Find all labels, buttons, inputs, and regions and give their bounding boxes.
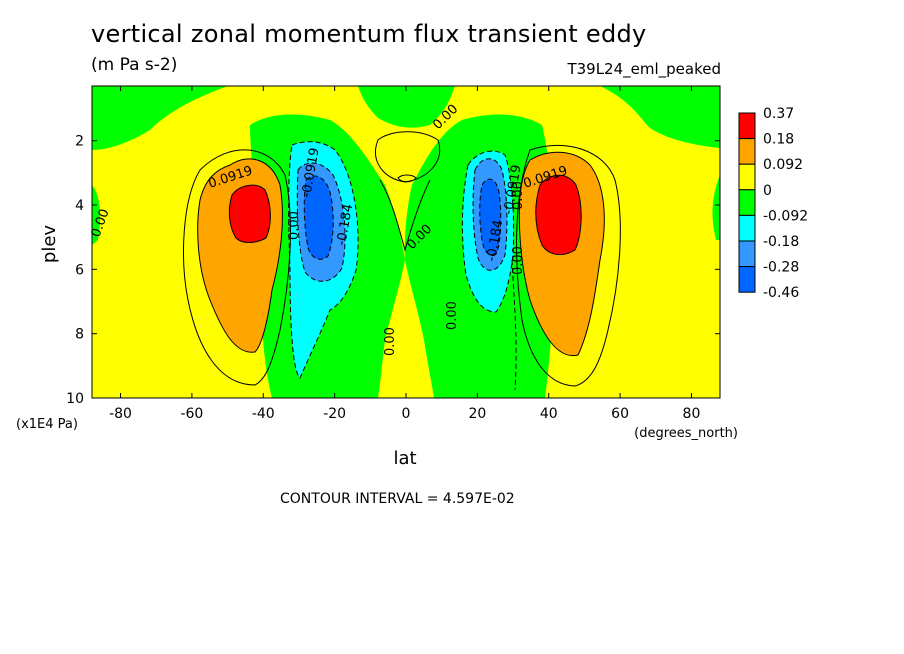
colorbar-label: 0 xyxy=(763,183,772,199)
contour-label: 0.00 xyxy=(287,211,302,240)
fill-red-left xyxy=(229,185,271,243)
x-tick-label: -80 xyxy=(109,406,132,422)
contour-label: 0.00 xyxy=(445,301,460,330)
x-tick-label: 40 xyxy=(540,406,558,422)
colorbar-label: 0.37 xyxy=(763,106,794,122)
y-tick-label: 4 xyxy=(75,198,84,214)
y-axis-units: (x1E4 Pa) xyxy=(16,417,78,432)
contour-solid-left-3 xyxy=(228,184,271,243)
y-axis: 2 4 6 8 10 xyxy=(66,134,720,407)
colorbar-swatch xyxy=(738,138,756,165)
fill-blue-left xyxy=(304,176,334,260)
contour-label: 0.00 xyxy=(511,181,526,210)
x-tick-label: -20 xyxy=(323,406,346,422)
contour-solid-left-2 xyxy=(183,149,291,386)
contour-label: -0.184 xyxy=(484,219,506,263)
fill-green-top-center xyxy=(358,86,455,128)
contour-dash-right-3 xyxy=(479,178,502,256)
y-tick-label: 6 xyxy=(75,262,84,278)
fill-green-top-right xyxy=(600,86,720,148)
contour-labels: 0.0919 0.0919 0.00 0.00 0.00 0.00 0.00 0… xyxy=(89,102,570,356)
contour-interval-note: CONTOUR INTERVAL = 4.597E-02 xyxy=(280,491,515,507)
contour-zero-center xyxy=(375,131,441,183)
colorbar-swatch xyxy=(738,214,756,242)
x-axis-units: (degrees_north) xyxy=(634,426,738,441)
y-axis-label: plev xyxy=(39,225,60,264)
dataset-label: T39L24_eml_peaked xyxy=(567,60,721,78)
x-tick-label: -60 xyxy=(180,406,203,422)
contour-solid-right-2 xyxy=(516,144,621,387)
x-tick-label: 80 xyxy=(683,406,701,422)
y-tick-label: 2 xyxy=(75,134,84,150)
chart-units: (m Pa s-2) xyxy=(91,55,178,75)
contour-center-v xyxy=(379,179,431,252)
fill-red-right xyxy=(535,175,582,255)
x-tick-label: 60 xyxy=(611,406,629,422)
x-tick-label: -40 xyxy=(252,406,275,422)
contour-solid-right-1 xyxy=(518,151,605,357)
contour-lines xyxy=(183,131,621,387)
y-tick-label: 10 xyxy=(66,391,84,407)
contour-dash-left-2 xyxy=(296,162,346,282)
colorbar: 0.37 0.18 0.092 0 -0.092 -0.18 -0.28 -0.46 xyxy=(738,106,808,301)
contour-dash-right-2 xyxy=(472,158,508,271)
contour-dash-right-1 xyxy=(461,150,515,313)
colorbar-swatch xyxy=(738,112,756,140)
contour-label: -0.184 xyxy=(334,203,356,247)
colorbar-label: -0.092 xyxy=(763,208,808,224)
colorbar-swatch xyxy=(738,240,756,268)
contour-dash-right-tail xyxy=(511,259,517,391)
colorbar-label: 0.18 xyxy=(763,132,794,148)
colorbar-label: 0.092 xyxy=(763,157,803,173)
colorbar-label: -0.18 xyxy=(763,234,799,250)
contour-center-small xyxy=(397,174,417,183)
x-tick-label: 0 xyxy=(402,406,411,422)
colorbar-swatch xyxy=(738,189,756,216)
fill-green-right-edge xyxy=(712,175,720,240)
contour-label: 0.00 xyxy=(383,327,398,356)
contour-solid-left-1 xyxy=(197,158,283,353)
x-axis-label: lat xyxy=(393,448,416,469)
colorbar-swatch xyxy=(738,163,756,191)
contour-dashed-lines xyxy=(288,141,517,391)
contour-solid-right-3 xyxy=(535,174,582,256)
fill-green-left-edge xyxy=(92,185,100,245)
colorbar-label: -0.28 xyxy=(763,260,799,276)
contour-dash-left-1 xyxy=(288,141,359,379)
fill-green-top-left xyxy=(92,86,228,150)
x-axis: -80 -60 -40 -20 0 20 40 60 80 xyxy=(109,86,700,422)
y-tick-label: 8 xyxy=(75,327,84,343)
x-tick-label: 20 xyxy=(468,406,486,422)
contour-label: 0.00 xyxy=(511,246,526,275)
chart-title: vertical zonal momentum flux transient e… xyxy=(91,20,647,48)
colorbar-swatch xyxy=(738,266,756,293)
colorbar-label: -0.46 xyxy=(763,285,799,301)
contour-dash-left-3 xyxy=(303,175,334,260)
fill-blue-right xyxy=(479,179,501,255)
